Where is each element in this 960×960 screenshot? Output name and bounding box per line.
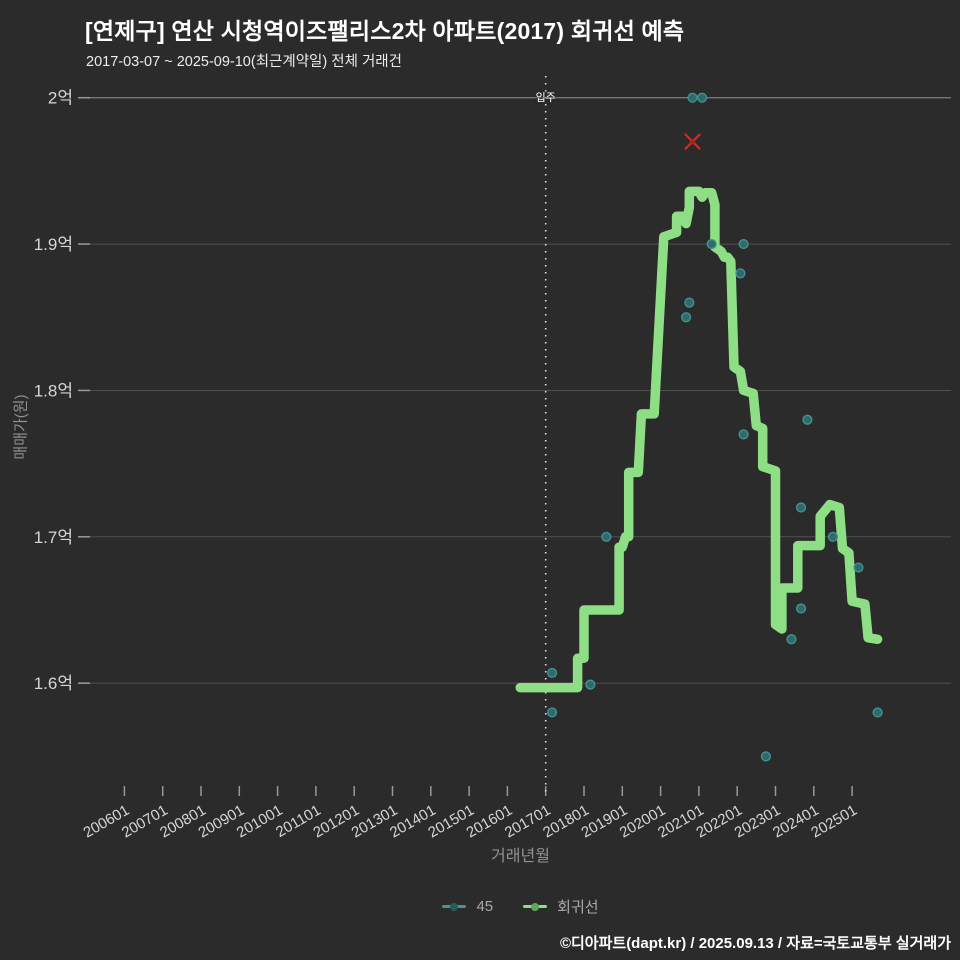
legend-item-45: 45	[442, 898, 493, 915]
scatter-point	[601, 531, 612, 542]
legend: 45 회귀선	[90, 896, 951, 917]
chart-subtitle: 2017-03-07 ~ 2025-09-10(최근계약일) 전체 거래건	[86, 54, 402, 70]
scatter-point	[735, 268, 746, 279]
scatter-point	[546, 707, 558, 718]
legend-label-regression: 회귀선	[557, 899, 599, 916]
y-tick-label: 1.9억	[34, 235, 73, 254]
scatter-point	[687, 92, 698, 103]
scatter-point	[795, 502, 807, 513]
y-tick-label: 1.8억	[34, 381, 73, 400]
credit-footer: ©디아파트(dapt.kr) / 2025.09.13 / 자료=국토교통부 실…	[559, 935, 951, 952]
y-tick-label: 1.6억	[34, 674, 73, 693]
regression-series-marker-icon	[523, 902, 548, 911]
scatter-point	[696, 92, 708, 103]
scatter-point	[795, 603, 807, 614]
scatter-point	[585, 679, 596, 690]
chart-title: [연제구] 연산 시청역이즈팰리스2차 아파트(2017) 회귀선 예측	[85, 18, 685, 44]
y-axis-title: 매매가(원)	[12, 394, 30, 460]
legend-label-45: 45	[476, 898, 494, 915]
scatter-point	[786, 634, 797, 645]
scatter-point	[872, 707, 883, 718]
scatter-point	[546, 667, 558, 679]
scatter-point	[853, 562, 864, 573]
scatter-point	[684, 297, 695, 308]
scatter-series-marker-icon	[442, 902, 467, 911]
y-tick-label: 2억	[48, 89, 73, 108]
y-tick-label: 1.7억	[34, 528, 73, 547]
scatter-point	[827, 531, 839, 542]
scatter-point	[802, 414, 813, 425]
scatter-point	[681, 312, 692, 323]
move-in-annotation-label: 입주	[535, 92, 556, 104]
x-axis-title: 거래년월	[491, 848, 550, 865]
regression-line	[515, 186, 883, 693]
scatter-point	[760, 751, 772, 762]
legend-item-regression: 회귀선	[523, 896, 599, 917]
scatter-point	[738, 429, 749, 440]
max-price-x-center	[689, 138, 696, 145]
scatter-point	[738, 238, 749, 250]
scatter-point	[706, 238, 717, 250]
